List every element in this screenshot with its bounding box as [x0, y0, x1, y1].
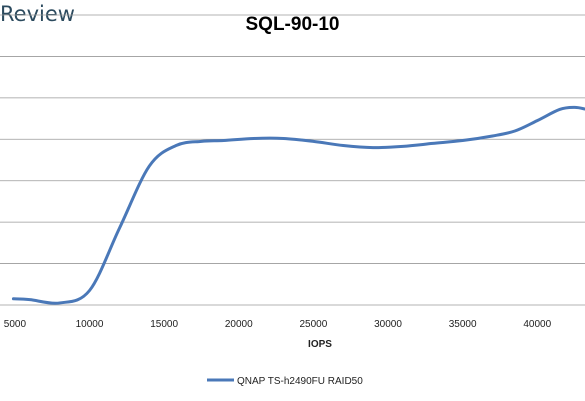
x-tick-label: 20000 — [225, 319, 253, 330]
legend: QNAP TS-h2490FU RAID50 — [207, 376, 363, 387]
x-tick-label: 10000 — [76, 319, 104, 330]
brand-logo-text: Review — [0, 2, 75, 26]
chart-title: SQL-90-10 — [245, 14, 340, 35]
series-line — [11, 105, 585, 305]
series-lines — [11, 105, 585, 305]
x-tick-label: 15000 — [150, 319, 178, 330]
x-axis-label: IOPS — [308, 339, 332, 350]
gridlines — [0, 14, 585, 306]
x-tick-label: 35000 — [449, 319, 477, 330]
x-tick-label: 5000 — [4, 319, 27, 330]
x-axis-ticks: 5000 10000 15000 20000 25000 30000 35000 40000 — [4, 319, 552, 330]
x-tick-label: 40000 — [523, 319, 551, 330]
x-tick-label: 25000 — [299, 319, 327, 330]
x-tick-label: 30000 — [374, 319, 402, 330]
legend-label: QNAP TS-h2490FU RAID50 — [237, 376, 363, 387]
